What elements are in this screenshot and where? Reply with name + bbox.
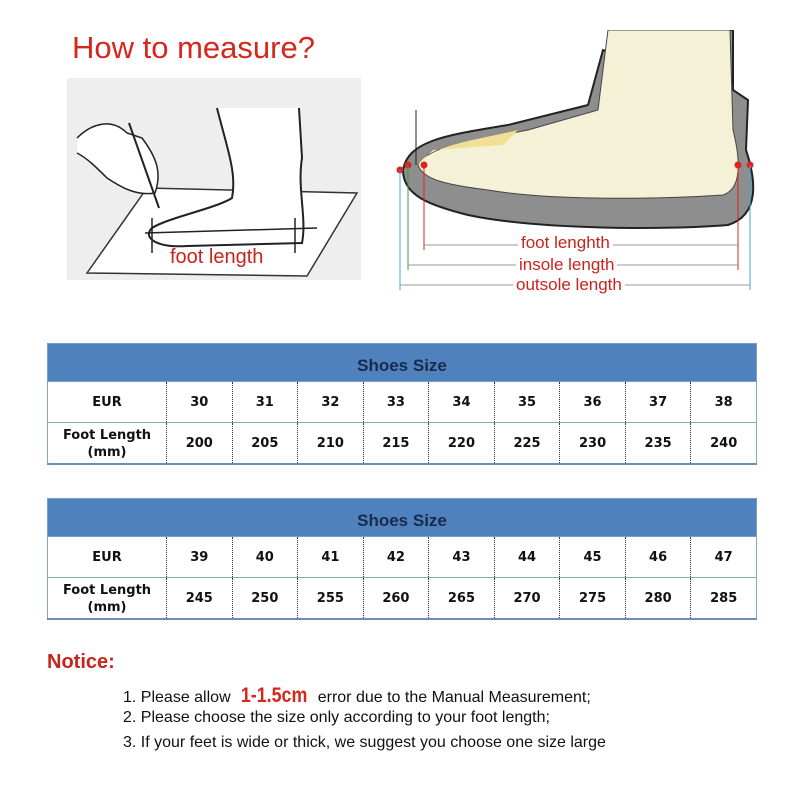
eur-cell: 39: [166, 536, 233, 578]
eur-row: EUR 30 31 32 33 34 35 36 37 38: [47, 381, 757, 423]
eur-cell: 38: [690, 381, 757, 423]
row-label: EUR: [47, 536, 167, 578]
row-label-cell: Foot Length (mm): [47, 422, 167, 465]
foot-length-cell: 210: [297, 422, 364, 465]
foot-length-cell: 200: [166, 422, 233, 465]
foot-length-cell: 205: [231, 422, 299, 465]
eur-cell: 31: [231, 381, 299, 423]
foot-length-cell: 215: [362, 422, 430, 465]
eur-cell: 36: [559, 381, 626, 423]
notice-item-1-post: error due to the Manual Measurement;: [313, 689, 591, 706]
eur-cell: 45: [559, 536, 626, 578]
foot-length-cell: 250: [231, 577, 299, 620]
foot-length-cell: 275: [559, 577, 626, 620]
page-title: How to measure?: [72, 30, 315, 65]
eur-cell: 43: [428, 536, 495, 578]
foot-length-cell: 225: [493, 422, 561, 465]
foot-length-cell: 220: [428, 422, 495, 465]
eur-cell: 42: [362, 536, 430, 578]
row-label-cell: Foot Length (mm): [47, 577, 167, 620]
foot-length-label: foot length: [170, 246, 264, 268]
foot-length-row: Foot Length (mm) 245 250 255 260 265 270 275 280…: [47, 577, 757, 620]
eur-cell: 46: [624, 536, 692, 578]
foot-length-row: Foot Length (mm) 200 205 210 215 220 225 230 235…: [47, 422, 757, 465]
table-title: Shoes Size: [47, 343, 757, 382]
row-label: Foot Length (mm): [62, 583, 152, 615]
foot-length-cell: 255: [297, 577, 364, 620]
foot-length-cell: 270: [493, 577, 561, 620]
size-table-2: Shoes Size EUR 39 40 41 42 43 44 45 46 47 Foot Leng…: [47, 498, 757, 620]
shoe-cross-section-illustration: [396, 30, 755, 290]
eur-cell: 40: [231, 536, 299, 578]
notice-item-1-highlight: 1-1.5cm: [240, 684, 308, 707]
foot-length-cell: 280: [624, 577, 692, 620]
foot-measure-illustration: [67, 78, 361, 280]
notice-heading: Notice:: [47, 651, 115, 673]
foot-length-cell: 260: [362, 577, 430, 620]
eur-cell: 47: [690, 536, 757, 578]
eur-cell: 37: [624, 381, 692, 423]
notice-item-2: 2. Please choose the size only according…: [123, 709, 550, 726]
insole-length-label: insole length: [516, 255, 618, 275]
eur-cell: 33: [362, 381, 430, 423]
notice-item-3: 3. If your feet is wide or thick, we sug…: [123, 734, 606, 751]
foot-length-cell: 240: [690, 422, 757, 465]
row-label: Foot Length (mm): [62, 428, 152, 460]
foot-length-cell: 285: [690, 577, 757, 620]
outsole-length-label: outsole length: [513, 275, 625, 295]
eur-cell: 32: [297, 381, 364, 423]
row-label: EUR: [47, 381, 167, 423]
eur-cell: 41: [297, 536, 364, 578]
notice-item-1: 1. Please allow 1-1.5cm error due to the…: [123, 684, 591, 708]
eur-cell: 30: [166, 381, 233, 423]
eur-cell: 44: [493, 536, 561, 578]
eur-cell: 34: [428, 381, 495, 423]
foot-length-cell: 230: [559, 422, 626, 465]
foot-length-cell: 265: [428, 577, 495, 620]
foot-length-cell: 235: [624, 422, 692, 465]
foot-lenghth-label: foot lenghth: [518, 233, 613, 253]
foot-length-cell: 245: [166, 577, 233, 620]
size-table-1: Shoes Size EUR 30 31 32 33 34 35 36 37 38 Foot Leng…: [47, 343, 757, 465]
table-title: Shoes Size: [47, 498, 757, 537]
eur-row: EUR 39 40 41 42 43 44 45 46 47: [47, 536, 757, 578]
notice-item-1-pre: 1. Please allow: [123, 689, 236, 706]
eur-cell: 35: [493, 381, 561, 423]
